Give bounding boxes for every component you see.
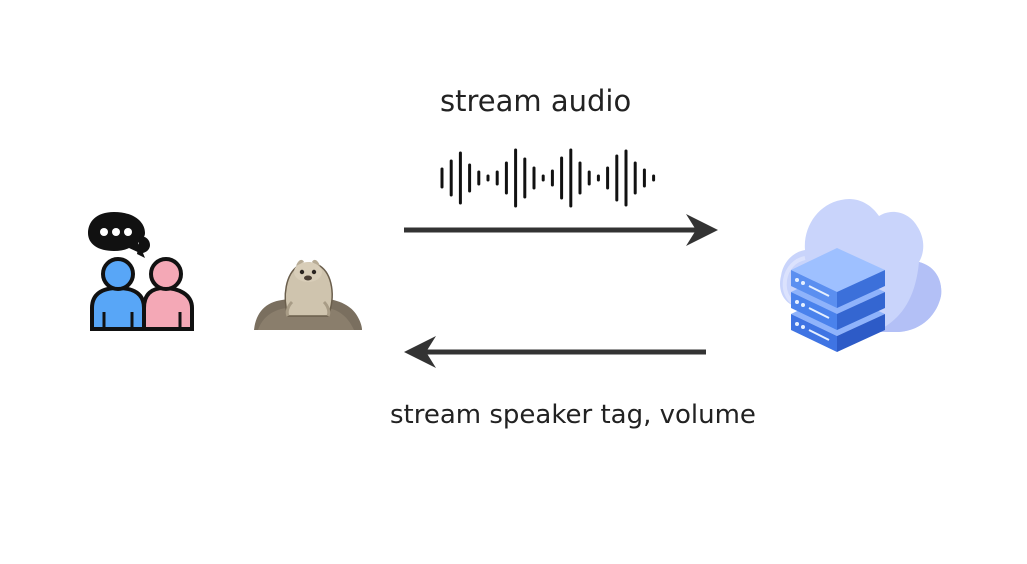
arrow-to-server: [404, 214, 718, 246]
arrow-from-server: [404, 336, 706, 368]
cloud-server-icon: [780, 198, 942, 352]
seal-mascot-icon: [254, 259, 362, 330]
stream-speaker-tag-label: stream speaker tag, volume: [390, 400, 756, 430]
two-people-talking-icon: [88, 212, 194, 331]
audio-waveform-icon: [440, 148, 656, 208]
stream-audio-label: stream audio: [440, 84, 632, 118]
